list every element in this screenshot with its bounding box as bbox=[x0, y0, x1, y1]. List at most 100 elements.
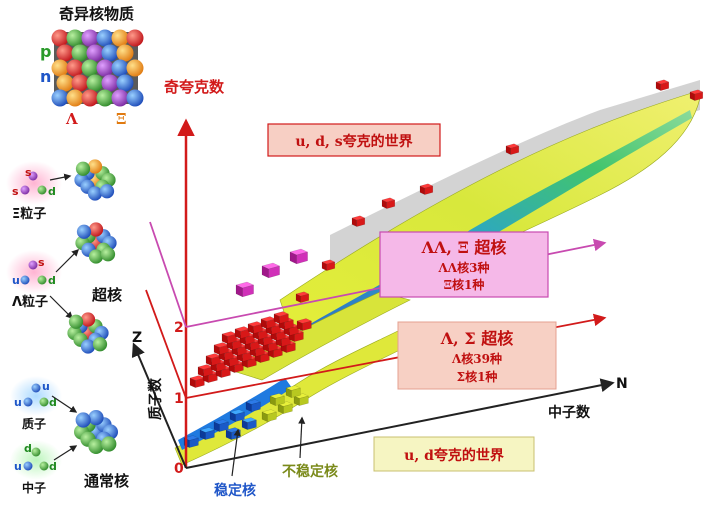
unstable-pointer bbox=[298, 416, 306, 459]
yellow-cube bbox=[299, 395, 309, 407]
lambda-quark-u: u bbox=[12, 274, 20, 287]
matter-ball bbox=[81, 29, 99, 47]
double-box-line1: ΛΛ核3种 bbox=[438, 260, 490, 275]
normal-nucleus-cluster bbox=[74, 410, 118, 454]
red-cube bbox=[289, 325, 299, 337]
matter-ball bbox=[126, 29, 144, 47]
nucleon-ball bbox=[75, 412, 91, 428]
lambda-quark-s: s bbox=[38, 256, 45, 269]
nucleon-ball bbox=[87, 159, 103, 174]
matter-ball bbox=[126, 59, 144, 77]
matter-ball bbox=[101, 74, 119, 92]
nucleon-ball bbox=[88, 410, 104, 426]
lambda-particle-name: Λ粒子 bbox=[12, 294, 48, 310]
nucleon-ball bbox=[80, 339, 96, 354]
single-box-title: Λ, Σ 超核 bbox=[440, 329, 513, 348]
label-n: n bbox=[40, 67, 51, 86]
red-cube bbox=[234, 362, 244, 374]
xi-quark3: d bbox=[48, 185, 56, 198]
particle-column: s s d Ξ粒子 s u d Λ粒子 u u d 质子 bbox=[6, 159, 129, 495]
matter-ball bbox=[51, 89, 69, 107]
tick-0: 0 bbox=[174, 461, 184, 477]
red-cube bbox=[242, 351, 252, 363]
nucleon-ball bbox=[87, 186, 103, 201]
tick-1: 1 bbox=[174, 391, 184, 407]
n-axis bbox=[185, 378, 615, 469]
matter-ball bbox=[111, 59, 129, 77]
quark-ball bbox=[28, 260, 38, 270]
magenta-cube bbox=[296, 251, 308, 265]
label-lambda: Λ bbox=[65, 110, 78, 128]
lambda-arrow-1 bbox=[55, 248, 80, 273]
neutron-quark3: d bbox=[49, 460, 57, 473]
matter-ball bbox=[81, 89, 99, 107]
ridge-red-cube bbox=[660, 81, 670, 91]
xi-hypernucleus-cluster bbox=[74, 159, 116, 201]
nucleon-ball bbox=[88, 222, 104, 237]
neutron-arrow bbox=[53, 445, 78, 461]
red-cube bbox=[224, 350, 234, 362]
matter-ball bbox=[111, 89, 129, 107]
z-axis bbox=[131, 342, 187, 469]
red-cube bbox=[266, 318, 276, 330]
hypernucleus-label: 超核 bbox=[91, 286, 122, 304]
axis-proton-title: 质子数 bbox=[147, 377, 164, 420]
red-cube bbox=[250, 340, 260, 352]
single-box-line1: Λ核39种 bbox=[451, 351, 502, 366]
red-cube bbox=[203, 366, 213, 378]
blue-cube bbox=[189, 437, 199, 449]
yellow-cube bbox=[291, 387, 301, 399]
red-cube bbox=[245, 334, 255, 346]
matter-ball bbox=[126, 89, 144, 107]
yellow-cube bbox=[275, 395, 285, 407]
xi-particle-name: Ξ粒子 bbox=[12, 206, 46, 222]
red-cube bbox=[237, 345, 247, 357]
ridge-red-cube bbox=[356, 217, 366, 227]
uds-world-text: u, d, s夸克的世界 bbox=[295, 133, 413, 150]
neutron-particle: d u d 中子 bbox=[10, 440, 62, 495]
matter-ball bbox=[66, 29, 84, 47]
magenta-cube bbox=[268, 265, 280, 279]
magenta-cube bbox=[242, 284, 254, 298]
double-hypernuclei-box: ΛΛ, Ξ 超核 ΛΛ核3种 Ξ核1种 bbox=[379, 231, 549, 298]
red-cube bbox=[255, 346, 265, 358]
nucleon-ball bbox=[101, 436, 117, 452]
matter-ball bbox=[66, 89, 84, 107]
double-box-title: ΛΛ, Ξ 超核 bbox=[421, 238, 507, 257]
exotic-matter-title: 奇异核物质 bbox=[59, 5, 134, 23]
matter-ball bbox=[111, 29, 129, 47]
proton-quark3: d bbox=[49, 396, 57, 409]
xi-particle: s s d Ξ粒子 bbox=[6, 161, 62, 222]
matter-ball bbox=[56, 44, 74, 62]
ridge-red-cube bbox=[326, 261, 336, 271]
axis-neutron-title: 中子数 bbox=[548, 404, 591, 421]
nucleon-ball bbox=[75, 161, 91, 176]
red-cube bbox=[258, 329, 268, 341]
red-cube bbox=[286, 342, 296, 354]
label-xi: Ξ bbox=[116, 110, 127, 128]
uds-world-box: u, d, s夸克的世界 bbox=[267, 123, 441, 157]
lambda-arrow-2 bbox=[49, 295, 74, 320]
lambda-quark-d: d bbox=[48, 274, 56, 287]
tick-2: 2 bbox=[174, 320, 184, 336]
quark-ball bbox=[37, 275, 47, 285]
matter-ball bbox=[116, 44, 134, 62]
proton-quark2: u bbox=[14, 396, 22, 409]
red-cube bbox=[229, 356, 239, 368]
matter-ball bbox=[86, 44, 104, 62]
nucleon-ball bbox=[100, 247, 116, 262]
label-stable: 稳定核 bbox=[214, 482, 256, 499]
red-cube bbox=[260, 352, 270, 364]
double-box-line2: Ξ核1种 bbox=[444, 277, 485, 292]
lambda-particle: s u d Λ粒子 bbox=[6, 250, 62, 310]
proton-arrow bbox=[51, 395, 78, 413]
nucleon-ball bbox=[99, 184, 115, 199]
neutron-quark1: d bbox=[24, 442, 32, 455]
red-cube bbox=[240, 328, 250, 340]
neutron-quark2: u bbox=[14, 460, 22, 473]
ridge-red-cube bbox=[694, 91, 704, 101]
red-cube bbox=[263, 335, 273, 347]
quark-ball bbox=[39, 397, 49, 407]
nucleon-ball bbox=[68, 314, 84, 329]
